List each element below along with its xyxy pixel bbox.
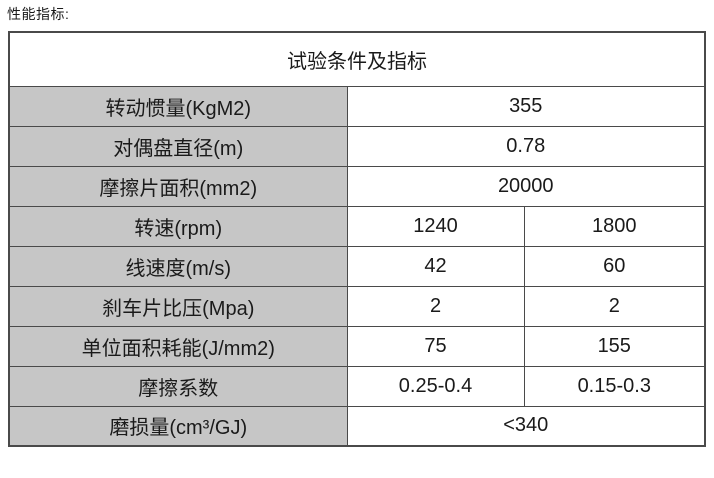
value-cell: 2: [523, 285, 706, 327]
table-row: 转速(rpm) 1240 1800: [8, 205, 706, 247]
table-row: 单位面积耗能(J/mm2) 75 155: [8, 325, 706, 367]
value-cell: 0.15-0.3: [523, 365, 706, 407]
table-row: 摩擦系数 0.25-0.4 0.15-0.3: [8, 365, 706, 407]
table-row: 对偶盘直径(m) 0.78: [8, 125, 706, 167]
value-cell: 42: [346, 245, 525, 287]
row-label: 摩擦片面积(mm2): [8, 165, 348, 207]
table-row: 磨损量(cm³/GJ) <340: [8, 405, 706, 447]
table-row: 转动惯量(KgM2) 355: [8, 85, 706, 127]
value-cell: 20000: [346, 165, 706, 207]
spec-table: 试验条件及指标 转动惯量(KgM2) 355 对偶盘直径(m) 0.78 摩擦片…: [8, 31, 707, 447]
table-title-row: 试验条件及指标: [8, 31, 706, 87]
value-cell: 355: [346, 85, 706, 127]
value-cell: 60: [523, 245, 706, 287]
table-row: 刹车片比压(Mpa) 2 2: [8, 285, 706, 327]
value-cell: <340: [346, 405, 706, 447]
value-cell: 0.25-0.4: [346, 365, 525, 407]
value-cell: 1800: [523, 205, 706, 247]
value-cell: 155: [523, 325, 706, 367]
row-label: 刹车片比压(Mpa): [8, 285, 348, 327]
row-label: 摩擦系数: [8, 365, 348, 407]
value-cell: 1240: [346, 205, 525, 247]
row-label: 对偶盘直径(m): [8, 125, 348, 167]
row-label: 转动惯量(KgM2): [8, 85, 348, 127]
row-label: 单位面积耗能(J/mm2): [8, 325, 348, 367]
table-row: 摩擦片面积(mm2) 20000: [8, 165, 706, 207]
performance-heading: 性能指标:: [7, 6, 70, 22]
row-label: 转速(rpm): [8, 205, 348, 247]
table-title: 试验条件及指标: [8, 31, 706, 87]
value-cell: 0.78: [346, 125, 706, 167]
row-label: 磨损量(cm³/GJ): [8, 405, 348, 447]
table-row: 线速度(m/s) 42 60: [8, 245, 706, 287]
row-label: 线速度(m/s): [8, 245, 348, 287]
value-cell: 2: [346, 285, 525, 327]
value-cell: 75: [346, 325, 525, 367]
